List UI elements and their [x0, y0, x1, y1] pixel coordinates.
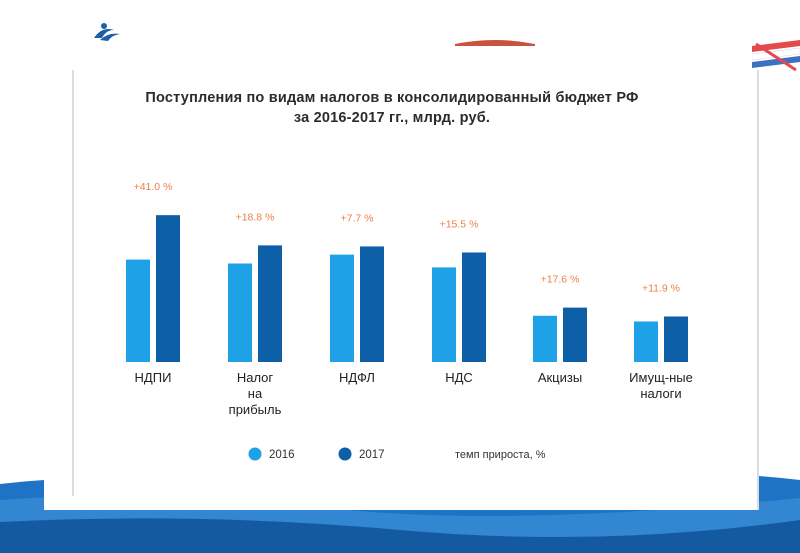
bar-2017 [563, 307, 587, 362]
category-label: Акцизы [538, 370, 582, 385]
header-accent-arc [455, 40, 535, 46]
growth-label: +15.5 % [440, 218, 479, 230]
category-label: налоги [640, 386, 681, 401]
category-label: НДПИ [135, 370, 172, 385]
bar-2017 [156, 215, 180, 362]
bar-2017 [258, 245, 282, 362]
legend-marker-2016 [248, 447, 262, 461]
flag-icon [752, 40, 800, 72]
bar-2016 [228, 263, 252, 362]
category-label: Налог [237, 370, 274, 385]
bar-2016 [126, 259, 150, 362]
category-label: прибыль [229, 402, 282, 417]
category-label: НДФЛ [339, 370, 375, 385]
chart-title-block: Поступления по видам налогов в консолиди… [72, 88, 712, 128]
bar-2017 [664, 316, 688, 362]
bar-2017 [360, 246, 384, 362]
chart-subtitle: за 2016-2017 гг., млрд. руб. [293, 110, 491, 126]
legend-label: 2017 [359, 449, 385, 461]
card-divider [72, 70, 74, 496]
legend-label: 2016 [269, 449, 295, 461]
category-label: НДС [445, 370, 473, 385]
legend-marker-2017 [338, 447, 352, 461]
growth-label: +17.6 % [541, 274, 580, 286]
growth-label: +18.8 % [236, 211, 275, 223]
legend-note: темп прироста, % [455, 449, 546, 461]
bar-2016 [432, 267, 456, 362]
bar-2016 [330, 254, 354, 362]
chart-title: Поступления по видам налогов в консолиди… [145, 90, 639, 106]
bar-2016 [533, 315, 557, 362]
bar-2017 [462, 252, 486, 362]
category-label: на [248, 386, 263, 401]
logo-icon [94, 23, 120, 41]
category-label: Имущ-ные [629, 370, 693, 385]
growth-label: +11.9 % [642, 282, 680, 294]
bar-2016 [634, 321, 658, 362]
growth-label: +7.7 % [341, 212, 374, 224]
growth-label: +41.0 % [134, 181, 173, 193]
bottom-wave-dark [0, 518, 800, 553]
